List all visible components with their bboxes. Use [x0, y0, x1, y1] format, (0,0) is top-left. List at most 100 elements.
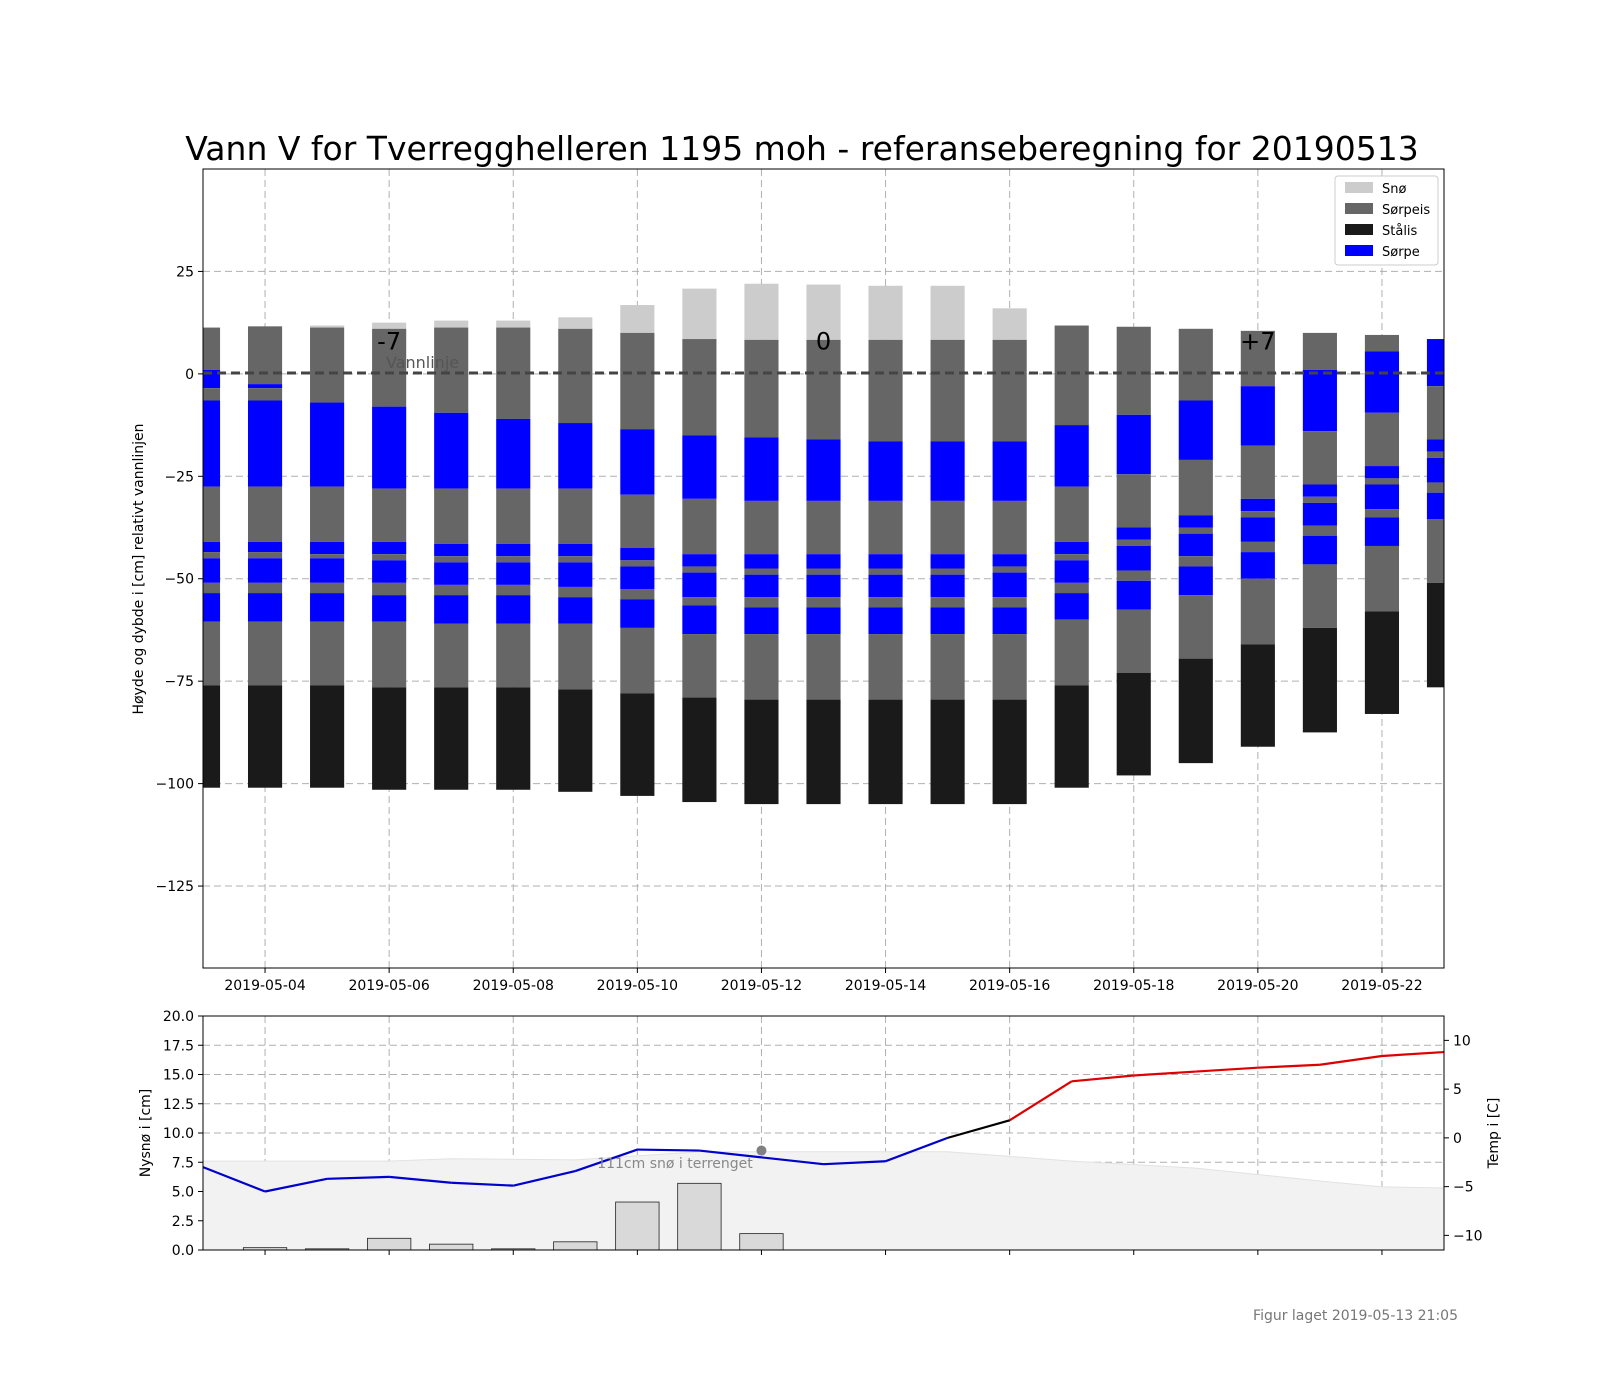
layer-sorpeis — [1426, 386, 1444, 440]
layer-sorpe — [930, 554, 965, 569]
temperature-segment — [203, 1166, 266, 1193]
temperature-segment — [264, 1177, 328, 1193]
legend-swatch-sno — [1345, 182, 1373, 193]
layer-sorpeis — [372, 328, 407, 407]
layer-sno — [558, 317, 593, 329]
legend-swatch-stalis — [1345, 224, 1373, 235]
new-snow-bar — [739, 1233, 784, 1251]
layer-sorpe — [930, 441, 965, 501]
layer-sorpe — [1240, 552, 1275, 579]
layer-sorpeis — [930, 500, 965, 555]
layer-sorpeis — [1178, 595, 1213, 659]
layer-sorpeis — [310, 554, 345, 559]
temperature-segment — [761, 1156, 824, 1166]
layer-sorpe — [744, 607, 779, 635]
main-y-tick-label: 0 — [185, 367, 194, 383]
layer-sno — [434, 320, 469, 328]
layer-sorpeis — [1302, 564, 1337, 628]
main-x-axis: 2019-05-04 2019-05-06 2019-05-08 2019-05-10… — [224, 968, 1423, 994]
temp-axis-label: Temp i [C] — [1486, 1098, 1502, 1170]
layer-sorpeis — [868, 339, 903, 442]
layer-sorpe — [806, 439, 841, 501]
day-marker-label: -7 — [377, 327, 401, 355]
layer-sorpeis — [620, 494, 655, 549]
layer-sorpe — [247, 558, 283, 583]
terrain-snow-label: 111cm snø i terrenget — [597, 1156, 753, 1172]
layer-sorpeis — [620, 588, 655, 600]
main-y-axis-label: Høyde og dybde i [cm] relativt vannlinje… — [131, 423, 147, 714]
layer-sorpe — [434, 412, 469, 489]
layer-sorpe — [1054, 560, 1089, 583]
layer-sorpe — [744, 437, 779, 501]
layer-sorpe — [372, 595, 407, 622]
layer-sorpeis — [806, 597, 841, 608]
layer-sorpeis — [1426, 482, 1444, 493]
layer-sorpe — [1054, 425, 1089, 487]
temperature-segment — [823, 1160, 886, 1166]
layer-sorpeis — [496, 623, 531, 688]
layer-sno — [868, 285, 903, 340]
legend-label: Stålis — [1382, 224, 1418, 239]
layer-sorpeis — [1054, 582, 1089, 594]
layer-stalis — [203, 685, 221, 788]
ice-column — [868, 285, 903, 805]
layer-sorpe — [1116, 545, 1151, 571]
layer-sorpeis — [247, 486, 283, 542]
layer-sorpeis — [992, 566, 1027, 573]
layer-sorpeis — [806, 500, 841, 555]
layer-sorpeis — [203, 552, 221, 559]
layer-sorpeis — [1178, 328, 1213, 401]
layer-sorpe — [203, 400, 221, 487]
layer-sorpe — [620, 566, 655, 589]
layer-sorpe — [1364, 351, 1400, 413]
layer-sorpeis — [558, 328, 593, 424]
layer-stalis — [1054, 685, 1089, 788]
layer-sorpe — [1054, 541, 1089, 555]
layer-sorpeis — [930, 597, 965, 608]
layer-sorpe — [620, 429, 655, 495]
main-x-tick-label: 2019-05-12 — [721, 978, 802, 994]
layer-sorpeis — [434, 623, 469, 688]
layer-sorpe — [203, 541, 221, 553]
temperature-segment — [389, 1175, 452, 1184]
weather-y-tick-label: 17.5 — [163, 1038, 194, 1054]
layer-sorpeis — [1364, 478, 1400, 485]
ice-column — [247, 326, 283, 788]
layer-sorpe — [372, 406, 407, 489]
layer-sorpe — [868, 607, 903, 635]
layer-sorpe — [1364, 466, 1400, 479]
layer-sorpeis — [744, 634, 779, 700]
layer-sorpe — [1302, 535, 1337, 565]
weather-chart: 111cm snø i terrenget 0.0 2.5 5.0 7.5 10.0 12… — [138, 1009, 1502, 1259]
layer-sorpeis — [558, 488, 593, 544]
terrain-snow-fill — [203, 1151, 1444, 1250]
layer-sorpe — [247, 384, 283, 389]
legend-entries: Snø Sørpeis Stålis Sørpe — [1345, 182, 1430, 260]
main-x-tick-label: 2019-05-18 — [1093, 978, 1174, 994]
main-y-tick-label: −100 — [156, 777, 194, 793]
layer-sorpeis — [1240, 511, 1275, 518]
ice-column — [806, 284, 841, 805]
layer-sorpe — [1426, 492, 1444, 520]
ice-column — [1364, 334, 1400, 714]
layer-sorpeis — [992, 597, 1027, 608]
temperature-segment — [574, 1148, 638, 1173]
legend-swatch-sorpe — [1345, 245, 1373, 256]
layer-sorpe — [868, 574, 903, 598]
layer-sorpe — [310, 593, 345, 622]
temperature-segment — [1319, 1054, 1383, 1066]
layer-sorpeis — [1178, 459, 1213, 516]
day-marker-label: +7 — [1240, 327, 1275, 355]
layer-sorpe — [744, 554, 779, 569]
layer-sorpeis — [1240, 578, 1275, 645]
temperature-segment — [1009, 1080, 1073, 1122]
main-y-tick-label: 25 — [176, 264, 194, 280]
layer-sorpeis — [310, 486, 345, 542]
main-y-tick-label: −25 — [164, 469, 194, 485]
ice-column — [992, 308, 1027, 805]
layer-stalis — [434, 687, 469, 790]
weather-temp-axis: 10 5 0 −5 −10 — [1444, 1033, 1483, 1244]
layer-sorpeis — [744, 597, 779, 608]
layer-sorpe — [744, 574, 779, 598]
layer-sorpeis — [992, 500, 1027, 555]
